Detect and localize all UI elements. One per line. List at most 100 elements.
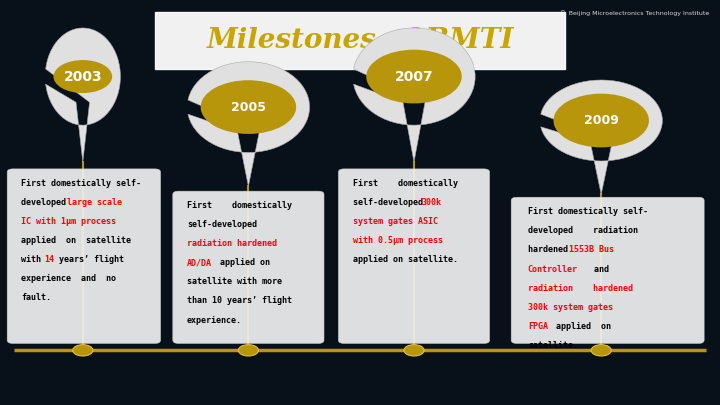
- Text: 2007: 2007: [395, 70, 433, 83]
- Text: applied on: applied on: [210, 258, 270, 267]
- Bar: [0, 356, 720, 364]
- Bar: [0, 227, 720, 235]
- Bar: [0, 16, 720, 24]
- Bar: [0, 267, 720, 275]
- Bar: [0, 122, 720, 130]
- Text: system gates ASIC: system gates ASIC: [353, 217, 438, 226]
- Text: 300k system gates: 300k system gates: [528, 303, 613, 311]
- FancyBboxPatch shape: [338, 169, 490, 343]
- Circle shape: [554, 94, 649, 147]
- Bar: [0, 162, 720, 170]
- Bar: [0, 97, 720, 105]
- PathPatch shape: [541, 80, 662, 194]
- Text: applied  on: applied on: [546, 322, 611, 330]
- Text: applied  on  satellite: applied on satellite: [22, 236, 132, 245]
- Bar: [0, 170, 720, 178]
- Bar: [0, 24, 720, 32]
- Bar: [0, 284, 720, 292]
- FancyBboxPatch shape: [173, 191, 324, 343]
- Bar: [0, 130, 720, 138]
- Text: 2005: 2005: [231, 100, 266, 113]
- Bar: [0, 194, 720, 202]
- Bar: [0, 251, 720, 259]
- Text: AD/DA: AD/DA: [187, 258, 212, 267]
- Bar: [0, 243, 720, 251]
- Text: developed: developed: [22, 198, 71, 207]
- Bar: [0, 57, 720, 65]
- Bar: [0, 138, 720, 146]
- Circle shape: [201, 80, 296, 134]
- PathPatch shape: [188, 62, 310, 186]
- Bar: [0, 300, 720, 308]
- FancyBboxPatch shape: [155, 12, 565, 69]
- Circle shape: [53, 60, 112, 93]
- Text: First domestically self-: First domestically self-: [22, 179, 141, 188]
- Bar: [0, 389, 720, 397]
- Text: radiation    hardened: radiation hardened: [528, 284, 633, 292]
- Text: hardened: hardened: [528, 245, 573, 254]
- Text: applied on satellite.: applied on satellite.: [353, 255, 457, 264]
- Bar: [0, 308, 720, 316]
- Bar: [0, 89, 720, 97]
- Bar: [0, 211, 720, 219]
- Bar: [0, 32, 720, 40]
- Bar: [0, 49, 720, 57]
- Bar: [0, 259, 720, 267]
- PathPatch shape: [354, 28, 475, 162]
- Text: First domestically self-: First domestically self-: [528, 207, 648, 216]
- Text: FPGA: FPGA: [528, 322, 548, 330]
- Text: experience  and  no: experience and no: [22, 274, 117, 283]
- Text: First    domestically: First domestically: [187, 201, 292, 210]
- Bar: [0, 219, 720, 227]
- Text: experience.: experience.: [187, 315, 242, 324]
- Circle shape: [591, 345, 611, 356]
- Circle shape: [404, 345, 424, 356]
- Bar: [0, 235, 720, 243]
- Bar: [0, 332, 720, 340]
- Text: First    domestically: First domestically: [353, 179, 457, 188]
- Bar: [0, 364, 720, 373]
- Bar: [0, 146, 720, 154]
- Text: 2009: 2009: [584, 114, 618, 127]
- Text: fault.: fault.: [22, 293, 51, 302]
- Text: Milestones of BMTI: Milestones of BMTI: [207, 27, 513, 54]
- Bar: [0, 324, 720, 332]
- Text: IC with 1μm process: IC with 1μm process: [22, 217, 117, 226]
- Text: large scale: large scale: [67, 198, 122, 207]
- Text: satellite.: satellite.: [528, 341, 578, 350]
- Bar: [0, 373, 720, 381]
- Bar: [0, 0, 720, 8]
- Bar: [0, 340, 720, 348]
- FancyBboxPatch shape: [7, 169, 161, 343]
- Bar: [0, 105, 720, 113]
- Bar: [0, 316, 720, 324]
- Text: with 0.5μm process: with 0.5μm process: [353, 236, 443, 245]
- Text: Ⓐ  Beijing Microelectronics Technology Institute: Ⓐ Beijing Microelectronics Technology In…: [561, 10, 709, 16]
- Bar: [0, 186, 720, 194]
- Text: radiation hardened: radiation hardened: [187, 239, 277, 248]
- Bar: [0, 292, 720, 300]
- Text: with: with: [22, 255, 47, 264]
- Circle shape: [366, 50, 462, 103]
- Text: developed    radiation: developed radiation: [528, 226, 638, 235]
- Text: years’ flight: years’ flight: [53, 255, 124, 264]
- Bar: [0, 381, 720, 389]
- Bar: [0, 397, 720, 405]
- Bar: [0, 113, 720, 121]
- Bar: [0, 154, 720, 162]
- FancyBboxPatch shape: [511, 197, 704, 343]
- Bar: [0, 202, 720, 211]
- Text: 300k: 300k: [421, 198, 441, 207]
- Text: Controller: Controller: [528, 264, 578, 273]
- Text: than 10 years’ flight: than 10 years’ flight: [187, 296, 292, 305]
- Bar: [0, 8, 720, 16]
- Text: self-developed: self-developed: [353, 198, 428, 207]
- Text: satellite with more: satellite with more: [187, 277, 282, 286]
- Text: 14: 14: [45, 255, 55, 264]
- Bar: [0, 348, 720, 356]
- PathPatch shape: [45, 28, 120, 162]
- Bar: [0, 178, 720, 186]
- Text: and: and: [574, 264, 608, 273]
- Text: self-developed: self-developed: [187, 220, 257, 229]
- Circle shape: [73, 345, 93, 356]
